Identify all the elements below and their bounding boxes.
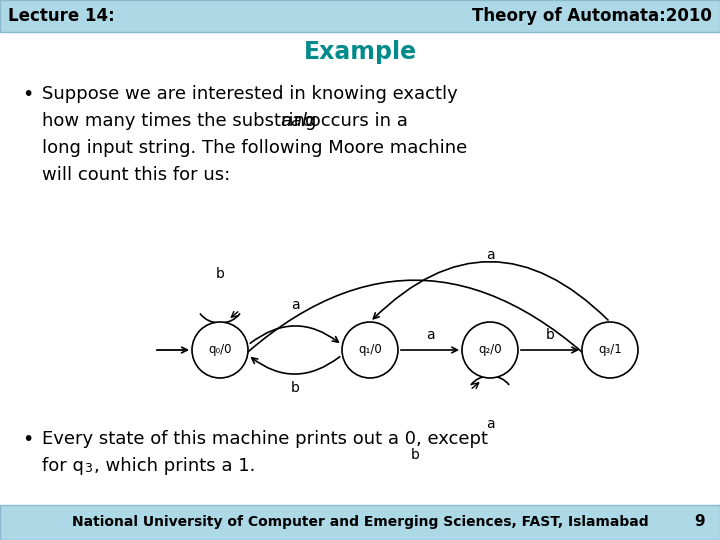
Text: •: • xyxy=(22,430,33,449)
Text: a: a xyxy=(291,298,300,312)
Circle shape xyxy=(582,322,638,378)
Text: long input string. The following Moore machine: long input string. The following Moore m… xyxy=(42,139,467,157)
Circle shape xyxy=(462,322,518,378)
Text: •: • xyxy=(22,85,33,104)
Text: a: a xyxy=(426,328,434,342)
Text: National University of Computer and Emerging Sciences, FAST, Islamabad: National University of Computer and Emer… xyxy=(72,515,648,529)
Text: , which prints a 1.: , which prints a 1. xyxy=(94,457,256,475)
Text: b: b xyxy=(291,381,300,395)
Text: 9: 9 xyxy=(695,515,706,530)
Circle shape xyxy=(192,322,248,378)
FancyBboxPatch shape xyxy=(0,0,720,32)
Text: q₀/0: q₀/0 xyxy=(208,343,232,356)
Text: b: b xyxy=(215,267,225,281)
Text: a: a xyxy=(486,417,495,431)
Text: q₃/1: q₃/1 xyxy=(598,343,622,356)
Text: Every state of this machine prints out a 0, except: Every state of this machine prints out a… xyxy=(42,430,488,448)
Text: occurs in a: occurs in a xyxy=(304,112,408,130)
FancyBboxPatch shape xyxy=(0,505,720,540)
Text: a: a xyxy=(486,248,495,262)
Text: q₁/0: q₁/0 xyxy=(358,343,382,356)
Text: aab: aab xyxy=(280,112,313,130)
Text: how many times the substring: how many times the substring xyxy=(42,112,322,130)
Text: Lecture 14:: Lecture 14: xyxy=(8,7,114,25)
Text: will count this for us:: will count this for us: xyxy=(42,166,230,184)
Text: Suppose we are interested in knowing exactly: Suppose we are interested in knowing exa… xyxy=(42,85,458,103)
Text: Theory of Automata:2010: Theory of Automata:2010 xyxy=(472,7,712,25)
Text: b: b xyxy=(410,448,420,462)
Circle shape xyxy=(342,322,398,378)
Text: 3: 3 xyxy=(84,462,92,475)
Text: Example: Example xyxy=(303,40,417,64)
Text: b: b xyxy=(546,328,554,342)
Text: q₂/0: q₂/0 xyxy=(478,343,502,356)
Text: for q: for q xyxy=(42,457,84,475)
